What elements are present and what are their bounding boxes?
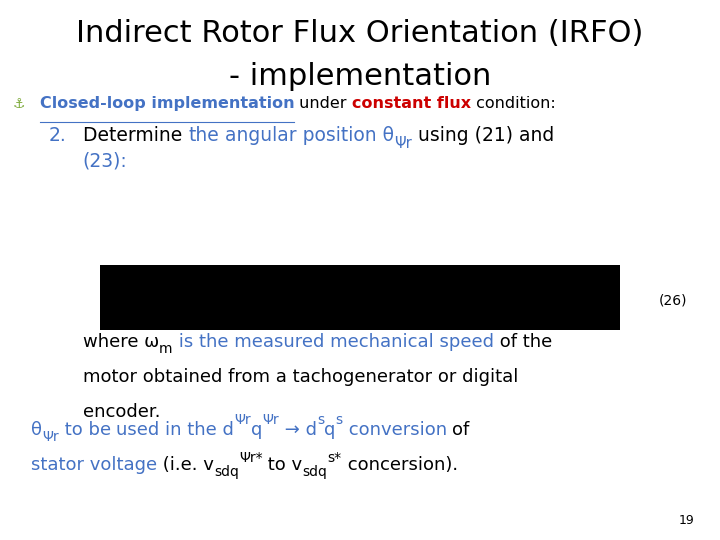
- Text: using (21) and: using (21) and: [412, 126, 554, 145]
- Text: conversion: conversion: [343, 421, 452, 438]
- Text: the: the: [188, 126, 219, 145]
- Text: q: q: [251, 421, 262, 438]
- Text: (26): (26): [659, 293, 688, 307]
- Text: encoder.: encoder.: [83, 403, 161, 421]
- Text: motor obtained from a tachogenerator or digital: motor obtained from a tachogenerator or …: [83, 368, 518, 386]
- Text: is the measured mechanical speed: is the measured mechanical speed: [173, 333, 493, 350]
- Text: of: of: [452, 421, 469, 438]
- Text: q: q: [324, 421, 336, 438]
- Text: Determine: Determine: [83, 126, 188, 145]
- Text: to v: to v: [263, 456, 302, 474]
- Text: ⚓: ⚓: [13, 97, 25, 111]
- Text: under: under: [294, 96, 352, 111]
- Text: used in the d: used in the d: [117, 421, 234, 438]
- Text: Ψr: Ψr: [234, 413, 251, 427]
- Text: θ: θ: [31, 421, 42, 438]
- Text: 2.: 2.: [49, 126, 67, 145]
- Text: Ψr: Ψr: [394, 136, 412, 151]
- Text: Ψr*: Ψr*: [239, 451, 263, 465]
- Text: - implementation: - implementation: [229, 62, 491, 91]
- Text: constant flux: constant flux: [352, 96, 471, 111]
- Text: angular position θ: angular position θ: [219, 126, 394, 145]
- Text: of the: of the: [493, 333, 552, 350]
- Text: condition:: condition:: [471, 96, 556, 111]
- Text: m: m: [159, 342, 173, 356]
- Text: s*: s*: [328, 451, 341, 465]
- Text: Closed-loop implementation: Closed-loop implementation: [40, 96, 294, 111]
- Text: (23):: (23):: [83, 151, 127, 170]
- Text: concersion).: concersion).: [341, 456, 458, 474]
- Text: stator voltage: stator voltage: [31, 456, 157, 474]
- Text: sdq: sdq: [214, 465, 239, 480]
- Text: where ω: where ω: [83, 333, 159, 350]
- Text: sdq: sdq: [302, 465, 328, 480]
- Text: Indirect Rotor Flux Orientation (IRFO): Indirect Rotor Flux Orientation (IRFO): [76, 19, 644, 48]
- Text: Ψr: Ψr: [262, 413, 279, 427]
- Text: → d: → d: [279, 421, 317, 438]
- Text: to be: to be: [58, 421, 117, 438]
- Text: s: s: [336, 413, 343, 427]
- Text: (i.e. v: (i.e. v: [157, 456, 214, 474]
- Text: s: s: [317, 413, 324, 427]
- Text: Ψr: Ψr: [42, 430, 58, 444]
- Text: 19: 19: [679, 514, 695, 526]
